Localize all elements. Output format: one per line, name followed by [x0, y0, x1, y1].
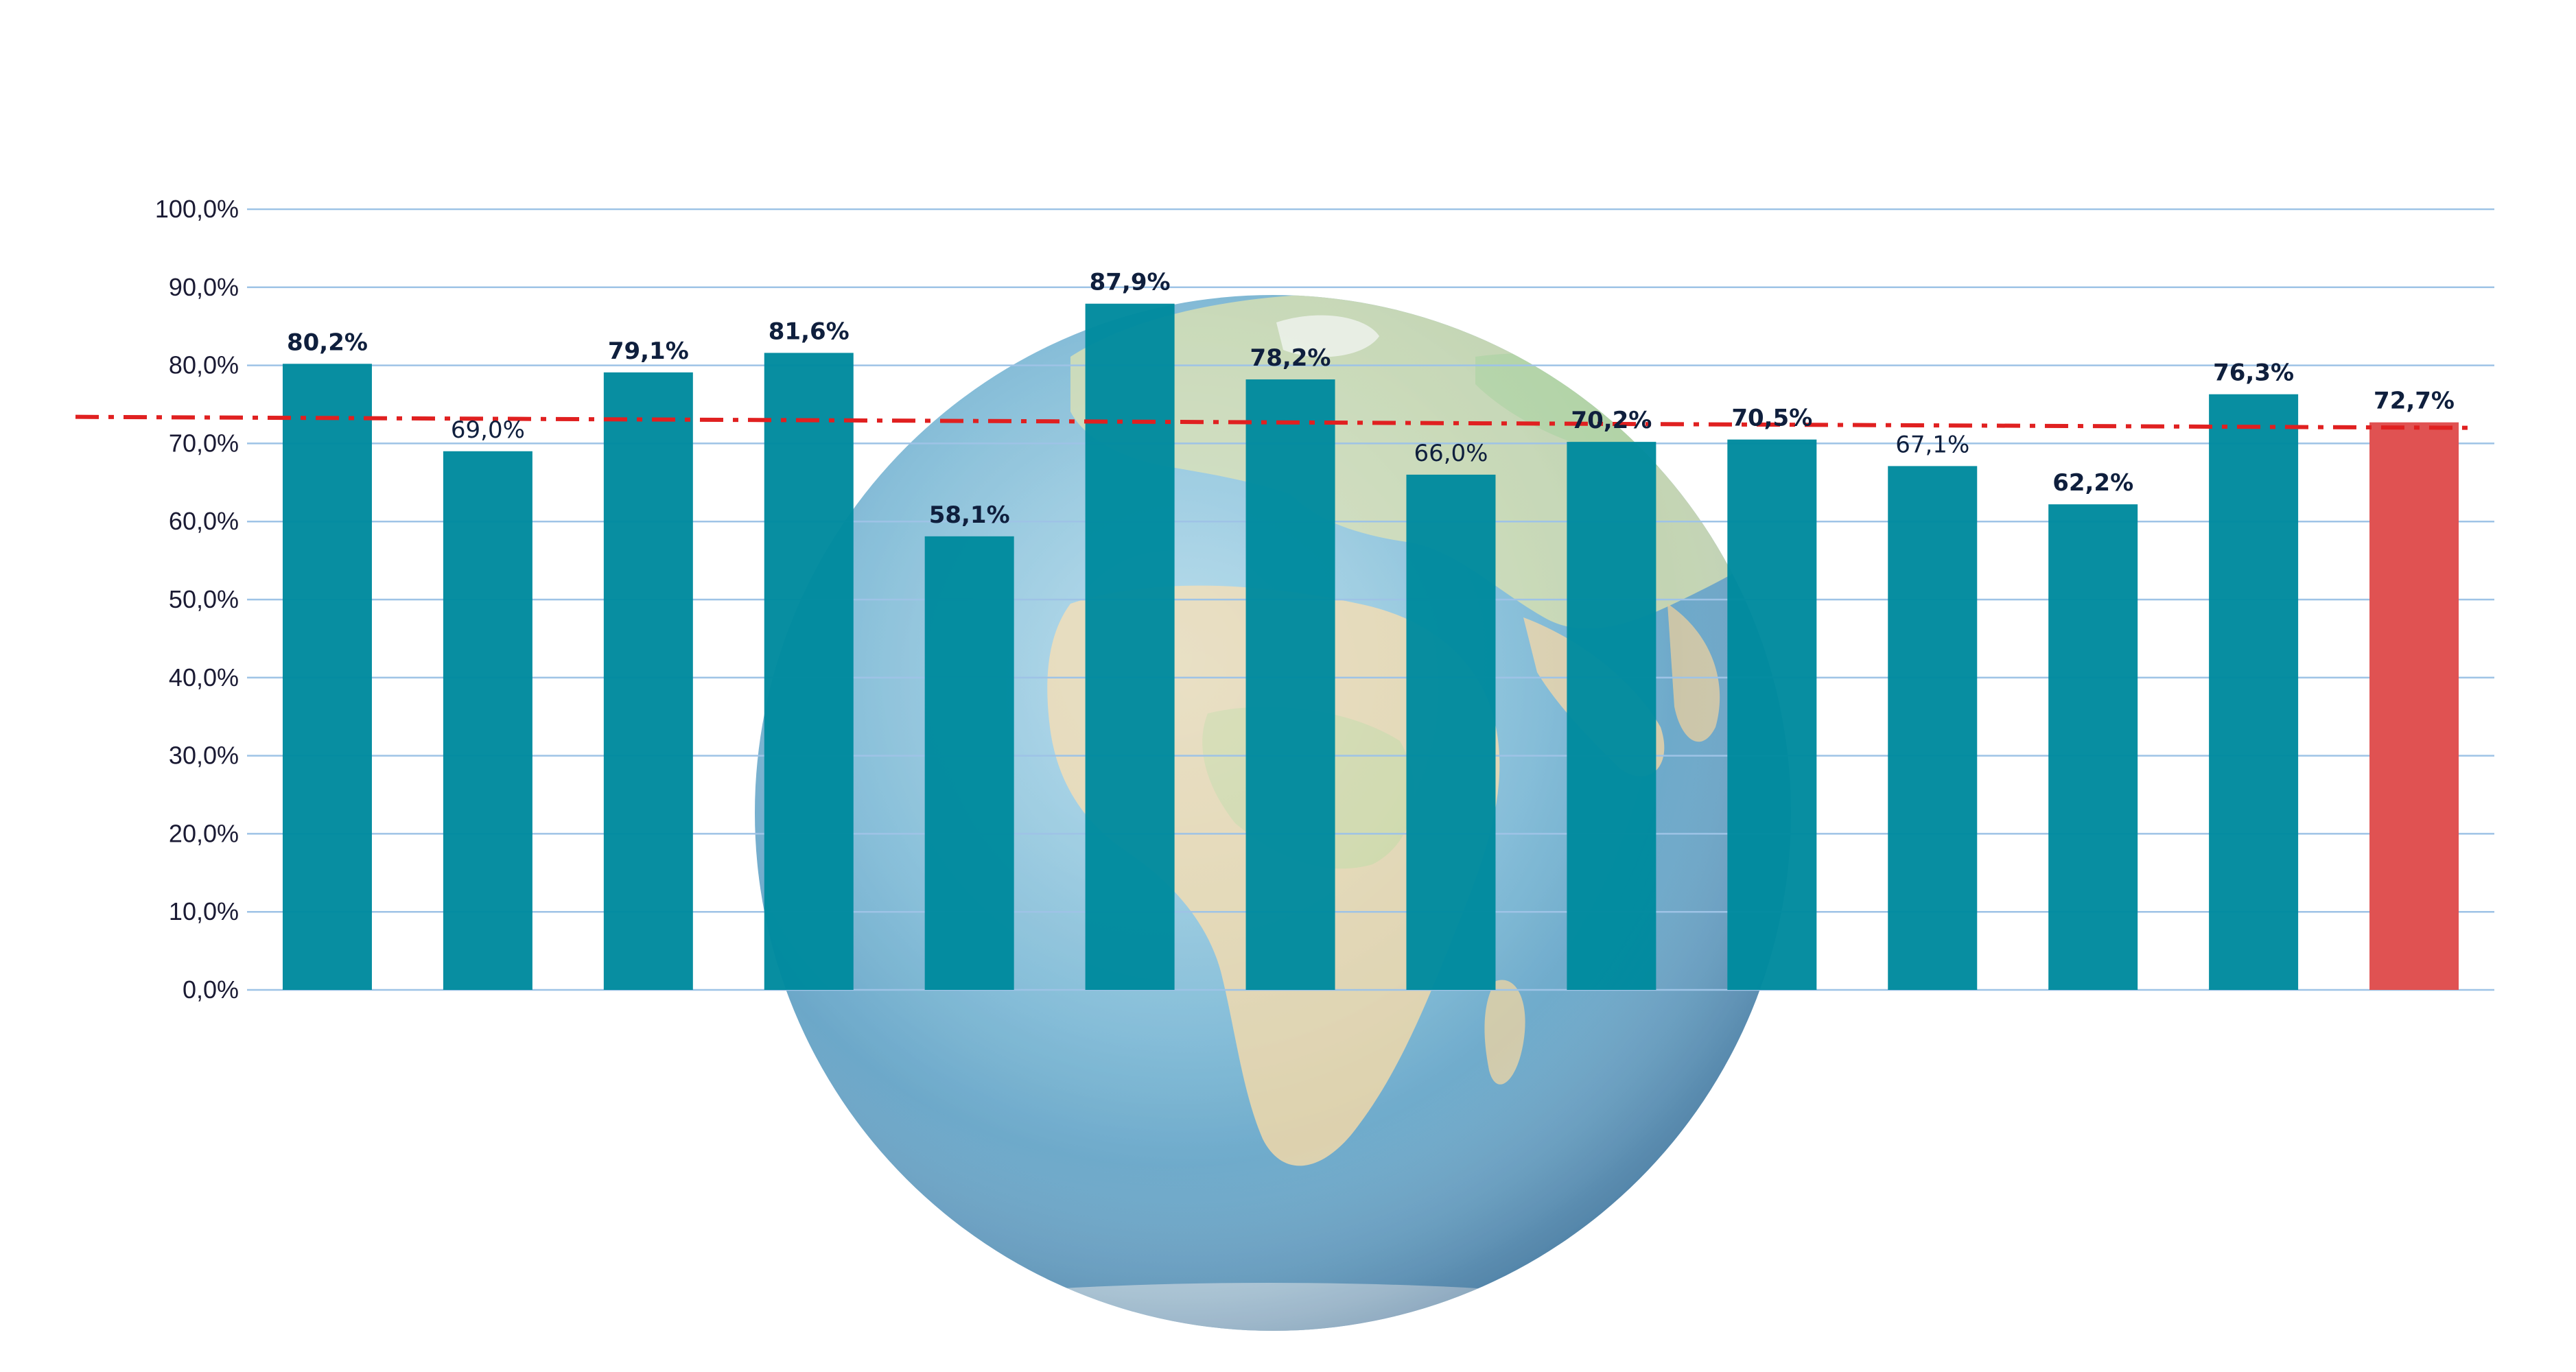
y-tick-label: 0,0% [183, 975, 239, 1004]
bar [924, 536, 1014, 990]
bar-value-label: 78,2% [1250, 344, 1331, 372]
bar-value-label: 70,2% [1571, 407, 1652, 434]
bar [1406, 474, 1496, 990]
y-tick-label: 30,0% [169, 742, 239, 770]
bar [1727, 439, 1817, 990]
bar [2048, 504, 2138, 990]
bar [1567, 442, 1656, 990]
bar [1888, 466, 1978, 990]
y-tick-label: 100,0% [155, 195, 239, 223]
y-axis-tick-labels: 0,0% 10,0% 20,0% 30,0% 40,0% 50,0% 60,0% 70,0% 8… [155, 195, 239, 1004]
bar [2209, 394, 2299, 990]
bar-value-label: 76,3% [2213, 359, 2294, 387]
y-tick-label: 80,0% [169, 351, 239, 379]
bar-value-label: 80,2% [287, 329, 368, 356]
y-tick-label: 70,0% [169, 429, 239, 457]
y-tick-label: 40,0% [169, 663, 239, 691]
reference-line [75, 414, 2471, 430]
bar-value-label: 58,1% [929, 501, 1010, 529]
bar-value-label: 69,0% [451, 416, 525, 444]
bar [282, 364, 372, 990]
bar-value-label: 66,0% [1414, 440, 1488, 467]
bars [282, 303, 2459, 990]
bar [1245, 379, 1335, 990]
bar [443, 451, 532, 990]
bar-value-label: 72,7% [2374, 388, 2455, 415]
bar-value-label: 87,9% [1090, 269, 1171, 296]
average-reference-line [75, 414, 2471, 430]
bar [1085, 303, 1175, 990]
y-tick-label: 90,0% [169, 273, 239, 301]
bar-highlight [2369, 422, 2459, 990]
bar [603, 372, 693, 990]
bar-value-label: 62,2% [2052, 469, 2133, 497]
bar-value-label: 70,5% [1731, 405, 1812, 432]
y-tick-label: 20,0% [169, 819, 239, 847]
y-tick-label: 60,0% [169, 507, 239, 535]
data-labels: 80,2% 69,0% 79,1% 81,6% 58,1% 87,9% 78,2% 66,0%… [287, 269, 2455, 529]
bar-value-label: 81,6% [769, 318, 850, 345]
bar-value-label: 79,1% [608, 338, 689, 365]
y-tick-label: 10,0% [169, 897, 239, 925]
bar [764, 353, 854, 990]
bar-value-label: 67,1% [1895, 431, 1969, 458]
y-tick-label: 50,0% [169, 585, 239, 613]
